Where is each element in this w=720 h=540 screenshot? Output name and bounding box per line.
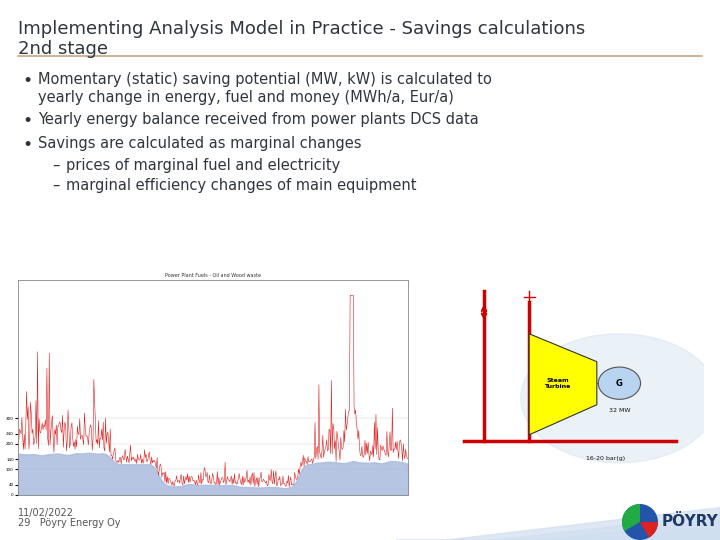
Text: Implementing Analysis Model in Practice - Savings calculations: Implementing Analysis Model in Practice … <box>18 20 585 38</box>
Text: Momentary (static) saving potential (MW, kW) is calculated to: Momentary (static) saving potential (MW,… <box>38 72 492 87</box>
Title: Power Plant Fuels - Oil and Wood waste: Power Plant Fuels - Oil and Wood waste <box>165 273 261 278</box>
Text: G: G <box>616 379 623 388</box>
Text: •: • <box>22 72 32 90</box>
Polygon shape <box>396 508 720 540</box>
Wedge shape <box>640 522 658 538</box>
Circle shape <box>622 504 658 540</box>
Text: Yearly energy balance received from power plants DCS data: Yearly energy balance received from powe… <box>38 112 479 127</box>
Text: 32 MW: 32 MW <box>608 408 630 413</box>
Polygon shape <box>547 527 720 540</box>
Text: 2nd stage: 2nd stage <box>18 40 108 58</box>
Text: •: • <box>22 136 32 154</box>
Text: –: – <box>52 158 59 173</box>
Text: Savings are calculated as marginal changes: Savings are calculated as marginal chang… <box>38 136 361 151</box>
Text: marginal efficiency changes of main equipment: marginal efficiency changes of main equi… <box>66 178 416 193</box>
Ellipse shape <box>521 334 718 463</box>
Text: 29   Pöyry Energy Oy: 29 Pöyry Energy Oy <box>18 518 120 528</box>
Wedge shape <box>622 504 640 531</box>
Text: •: • <box>22 112 32 130</box>
Text: yearly change in energy, fuel and money (MWh/a, Eur/a): yearly change in energy, fuel and money … <box>38 90 454 105</box>
Text: 16-20 bar(g): 16-20 bar(g) <box>586 456 625 461</box>
Text: 11/02/2022: 11/02/2022 <box>18 508 74 518</box>
Polygon shape <box>446 514 720 540</box>
Text: Steam
Turbine: Steam Turbine <box>544 378 570 389</box>
Polygon shape <box>529 334 597 435</box>
Polygon shape <box>497 521 720 540</box>
Text: PÖYRY: PÖYRY <box>662 515 719 530</box>
Text: –: – <box>52 178 59 193</box>
Text: prices of marginal fuel and electricity: prices of marginal fuel and electricity <box>66 158 341 173</box>
Circle shape <box>598 367 641 399</box>
